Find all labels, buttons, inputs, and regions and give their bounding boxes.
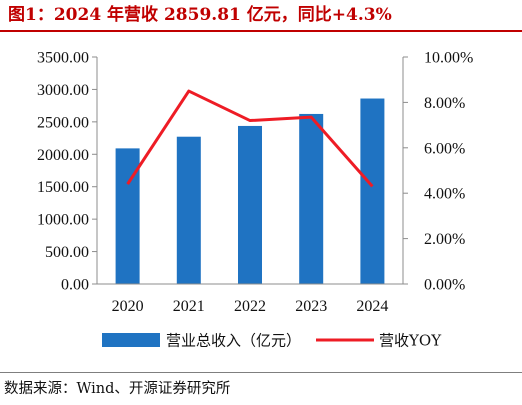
data-source-note: 数据来源：Wind、开源证券研究所 [4, 381, 231, 397]
left-axis-tick-label: 500.00 [45, 244, 89, 261]
source-divider [0, 372, 522, 373]
legend-swatch-revenue [102, 333, 160, 347]
right-axis-tick-label: 2.00% [424, 231, 465, 248]
left-axis-tick-label: 2000.00 [37, 147, 89, 164]
x-axis-tick-label: 2022 [234, 298, 266, 315]
revenue-bar [299, 113, 324, 284]
revenue-bar [176, 136, 201, 284]
yoy-line [126, 89, 374, 188]
right-axis-tick-label: 4.00% [424, 186, 465, 203]
title-underline [0, 30, 522, 32]
revenue-bar [360, 98, 385, 284]
left-axis-tick-label: 1500.00 [37, 179, 89, 196]
legend-label-yoy: 营收YOY [379, 332, 442, 350]
left-axis-tick-label: 3000.00 [37, 82, 89, 99]
right-axis-tick-label: 6.00% [424, 140, 465, 157]
page-title: 图1：2024 年营收 2859.81 亿元，同比+4.3% [8, 5, 392, 25]
revenue-yoy-combo-chart: 0.00 500.00 1000.00 1500.00 2000.00 2500.00 30… [37, 50, 473, 350]
x-axis-tick-label: 2024 [356, 298, 388, 315]
x-axis-tick-label: 2023 [295, 298, 327, 315]
left-axis-tick-label: 0.00 [61, 277, 89, 294]
x-axis-tick-label: 2020 [112, 298, 144, 315]
left-axis-tick-label: 1000.00 [37, 212, 89, 229]
revenue-bar [238, 125, 262, 284]
left-axis-tick-label: 3500.00 [37, 50, 89, 67]
right-axis-tick-label: 10.00% [424, 50, 473, 67]
legend-label-revenue: 营业总收入（亿元） [166, 332, 301, 350]
right-axis-tick-label: 8.00% [424, 95, 465, 112]
right-axis-tick-label: 0.00% [424, 277, 465, 294]
x-axis-tick-label: 2021 [173, 298, 205, 315]
left-axis-tick-label: 2500.00 [37, 114, 89, 131]
